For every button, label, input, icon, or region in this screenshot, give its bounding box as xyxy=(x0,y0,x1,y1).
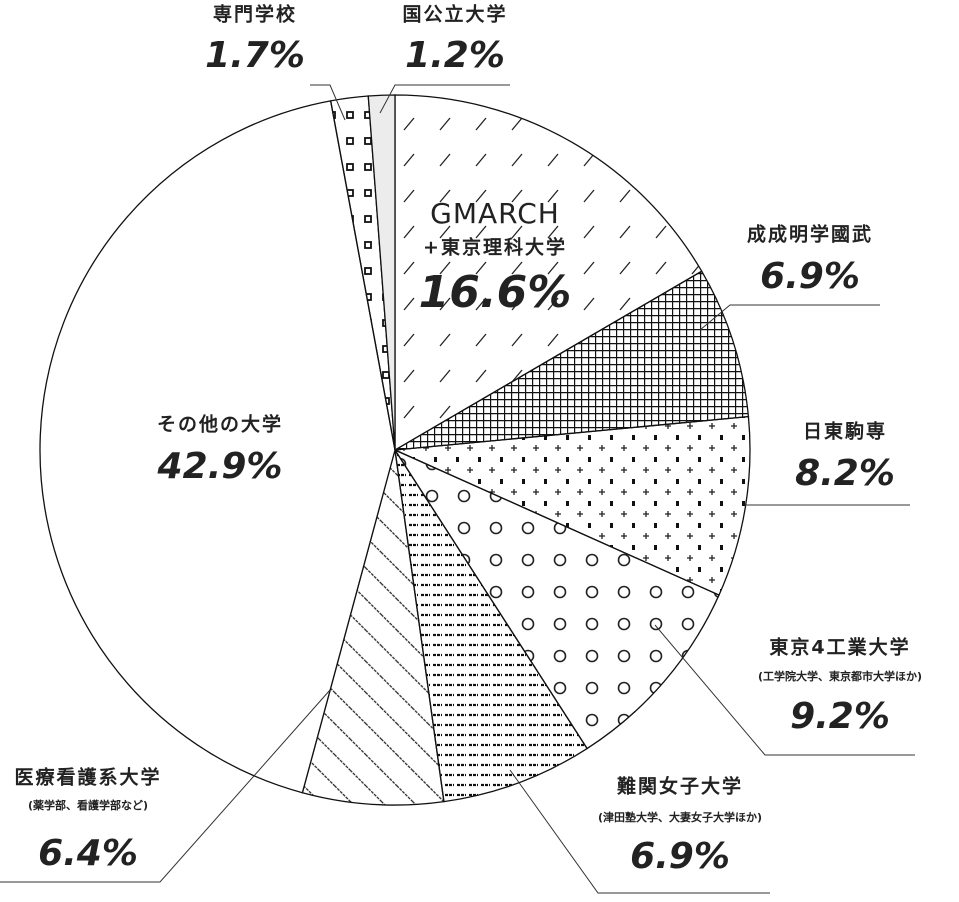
slice-sublabel: (薬学部、看護学部など) xyxy=(28,798,148,812)
slice-label: その他の大学 xyxy=(157,413,283,436)
slice-label: 国公立大学 xyxy=(402,3,507,26)
pie-slice xyxy=(367,94,396,451)
value-label: 6.9% xyxy=(630,836,730,877)
leader-line xyxy=(379,84,510,114)
slice-label: GMARCH xyxy=(430,197,560,230)
value-label: 8.2% xyxy=(795,453,895,494)
value-label: 9.2% xyxy=(790,696,890,737)
leader-line xyxy=(310,84,346,121)
leader-line xyxy=(654,624,915,756)
pie-slice xyxy=(393,448,720,750)
leader-line xyxy=(0,689,331,883)
value-label: 16.6% xyxy=(419,267,572,318)
pie-slice xyxy=(394,449,588,803)
value-label: 1.2% xyxy=(405,35,505,76)
value-label: 6.4% xyxy=(38,833,138,874)
pie-slice xyxy=(394,270,750,451)
leader-line xyxy=(699,304,880,331)
slice-sublabel: (工学院大学、東京都市大学ほか) xyxy=(758,669,922,683)
slice-label: 医療看護系大学 xyxy=(14,766,161,789)
pie-slice xyxy=(394,94,703,452)
slice-label: 成成明学國武 xyxy=(747,223,873,246)
slice-sublabel: (津田塾大学、大妻女子大学ほか) xyxy=(598,810,762,824)
pie-slice xyxy=(39,100,396,794)
leader-line xyxy=(509,769,770,894)
slice-label: 東京4工業大学 xyxy=(769,636,910,659)
value-label: 1.7% xyxy=(205,35,305,76)
pie-slice xyxy=(392,415,751,596)
slice-label: 難関女子大学 xyxy=(617,775,743,798)
slice-label: 専門学校 xyxy=(213,3,297,26)
value-label: 6.9% xyxy=(760,256,860,297)
slice-sublabel: +東京理科大学 xyxy=(423,236,567,259)
slice-label: 日東駒専 xyxy=(803,420,887,443)
value-label: 42.9% xyxy=(157,446,283,487)
pie-slice xyxy=(301,449,445,806)
